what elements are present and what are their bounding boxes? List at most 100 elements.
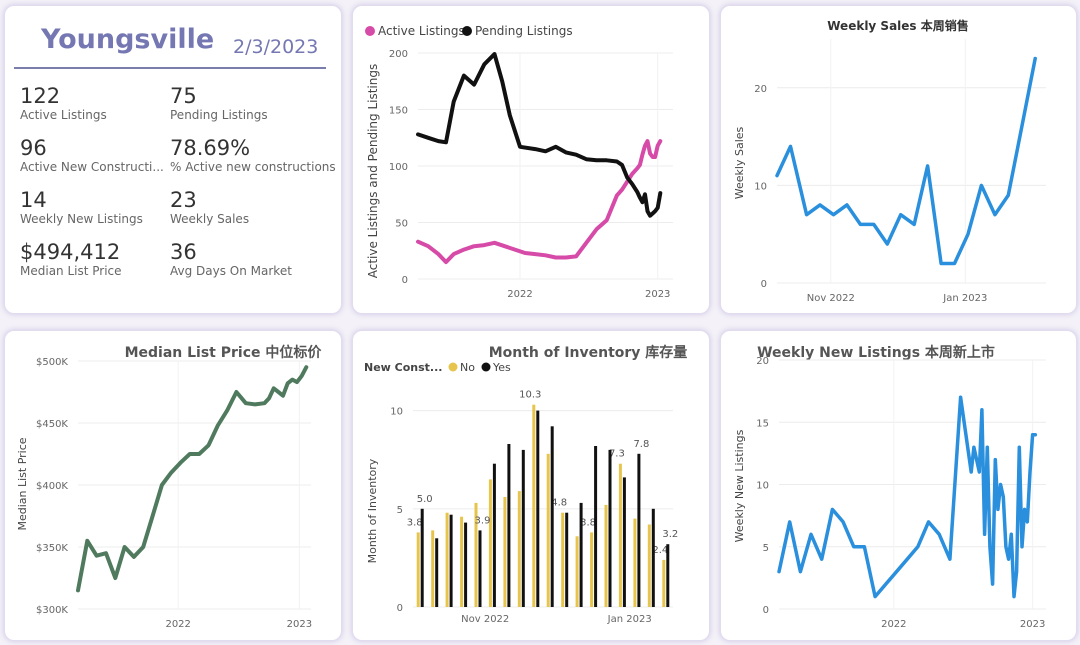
data-label: 7.8 <box>633 439 649 450</box>
x-tick-label: 2022 <box>165 619 190 630</box>
kpi-label: Median List Price <box>20 264 122 278</box>
bar-no[interactable] <box>633 518 637 607</box>
report-date: 2/3/2023 <box>233 36 319 58</box>
y-tick-label: $300K <box>36 605 68 616</box>
bar-no[interactable] <box>445 512 449 607</box>
bar-no[interactable] <box>590 532 594 607</box>
bar-no[interactable] <box>488 479 492 607</box>
bar-yes[interactable] <box>435 538 439 607</box>
kpi-active-listings: 122 Active Listings <box>20 84 107 123</box>
median-price-chart-card[interactable]: Median List Price 中位标价 Median List Price… <box>4 330 342 641</box>
series-line-median-list-price[interactable] <box>76 365 309 593</box>
y-tick-label: 0 <box>402 275 408 286</box>
y-axis-title: Weekly Sales <box>733 126 746 199</box>
bar-no[interactable] <box>561 512 565 607</box>
weekly-new-listings-chart-card[interactable]: Weekly New Listings 本周新上市 Weekly New Lis… <box>720 330 1077 641</box>
bar-no[interactable] <box>503 497 507 607</box>
series-line-active-listings[interactable] <box>416 139 663 265</box>
chart-title: Weekly Sales 本周销售 <box>827 18 969 33</box>
title-divider <box>14 67 326 69</box>
legend-pending-swatch <box>462 26 472 36</box>
bar-no[interactable] <box>546 453 550 607</box>
data-label: 5.0 <box>417 494 433 505</box>
bar-no[interactable] <box>532 404 536 607</box>
kpi-value: 78.69% <box>170 136 251 160</box>
kpi-label: Weekly Sales <box>170 212 250 226</box>
legend-pending-label[interactable]: Pending Listings <box>475 24 573 38</box>
bar-yes[interactable] <box>550 426 554 607</box>
y-tick-label: 10 <box>756 481 769 492</box>
series-line-weekly-sales[interactable] <box>775 56 1037 266</box>
bar-no[interactable] <box>604 504 608 607</box>
weekly-sales-chart[interactable]: Weekly Sales 本周销售 Weekly Sales 0 10 20 Nov … <box>721 6 1076 313</box>
legend-active-label[interactable]: Active Listings <box>378 24 465 38</box>
weekly-new-listings-chart[interactable]: Weekly New Listings 本周新上市 Weekly New Lis… <box>721 331 1076 640</box>
bar-no[interactable] <box>662 559 666 607</box>
median-price-chart[interactable]: Median List Price 中位标价 Median List Price… <box>5 331 341 640</box>
bar-no[interactable] <box>517 491 521 607</box>
bar-no[interactable] <box>647 524 651 608</box>
bar-no[interactable] <box>416 532 420 607</box>
legend-title: New Const... <box>364 361 442 374</box>
y-tick-label: 0 <box>397 603 403 614</box>
bar-no[interactable] <box>618 463 622 607</box>
bar-yes[interactable] <box>492 463 496 607</box>
y-axis-title: Month of Inventory <box>366 458 379 563</box>
bar-yes[interactable] <box>594 446 598 607</box>
bar-yes[interactable] <box>637 453 641 607</box>
city-title: Youngsville <box>41 24 215 55</box>
y-tick-label: 150 <box>389 106 408 117</box>
kpi-label: Pending Listings <box>170 108 268 122</box>
x-tick-label: Jan 2023 <box>607 614 652 625</box>
bar-yes[interactable] <box>420 508 424 607</box>
data-label: 3.2 <box>662 529 678 540</box>
inventory-chart-card[interactable]: Month of Inventory 库存量 New Const... No Y… <box>352 330 710 641</box>
kpi-value: 96 <box>20 136 47 160</box>
bar-no[interactable] <box>575 536 579 607</box>
y-axis-title: Median List Price <box>16 437 29 530</box>
kpi-value: 14 <box>20 188 47 212</box>
listings-chart-card[interactable]: Active Listings Pending Listings Active … <box>352 5 710 314</box>
y-tick-label: 50 <box>395 219 408 230</box>
bar-yes[interactable] <box>666 544 670 607</box>
bar-yes[interactable] <box>608 449 612 607</box>
bar-yes[interactable] <box>464 522 468 607</box>
bar-yes[interactable] <box>521 449 525 607</box>
bar-yes[interactable] <box>478 530 482 607</box>
bar-yes[interactable] <box>579 502 583 607</box>
kpi-pct-new-construction: 78.69% % Active new constructions <box>170 136 336 175</box>
bar-no[interactable] <box>431 530 435 607</box>
data-label: 3.8 <box>407 517 423 528</box>
weekly-sales-chart-card[interactable]: Weekly Sales 本周销售 Weekly Sales 0 10 20 Nov … <box>720 5 1077 314</box>
bar-yes[interactable] <box>536 410 540 607</box>
series-line-pending-listings[interactable] <box>416 52 663 218</box>
legend-yes-label[interactable]: Yes <box>492 361 511 374</box>
bar-yes[interactable] <box>449 514 453 607</box>
y-tick-label: 10 <box>390 407 403 418</box>
kpi-avg-days-on-market: 36 Avg Days On Market <box>170 240 292 279</box>
bar-yes[interactable] <box>622 477 626 607</box>
chart-title: Month of Inventory 库存量 <box>489 344 688 361</box>
y-tick-label: 5 <box>763 543 769 554</box>
x-tick-label: 2023 <box>645 289 670 300</box>
kpi-median-list-price: $494,412 Median List Price <box>20 240 122 279</box>
y-tick-label: 20 <box>754 84 767 95</box>
inventory-chart[interactable]: Month of Inventory 库存量 New Const... No Y… <box>353 331 709 640</box>
chart-title: Weekly New Listings 本周新上市 <box>757 344 995 361</box>
bar-no[interactable] <box>460 516 464 607</box>
bar-yes[interactable] <box>507 444 511 607</box>
y-tick-label: $350K <box>36 543 68 554</box>
bar-no[interactable] <box>474 502 478 607</box>
y-axis-title: Weekly New Listings <box>733 429 746 542</box>
kpi-value: $494,412 <box>20 240 121 264</box>
bar-yes[interactable] <box>565 512 569 607</box>
series-line-weekly-new-listings[interactable] <box>777 395 1038 599</box>
legend-no-label[interactable]: No <box>460 361 475 374</box>
kpi-value: 75 <box>170 84 197 108</box>
listings-chart[interactable]: Active Listings Pending Listings Active … <box>353 6 709 313</box>
y-tick-label: 15 <box>756 418 769 429</box>
y-tick-label: $450K <box>36 419 68 430</box>
legend-no-swatch <box>448 362 458 372</box>
bar-yes[interactable] <box>651 508 655 607</box>
y-tick-label: $500K <box>36 357 68 368</box>
